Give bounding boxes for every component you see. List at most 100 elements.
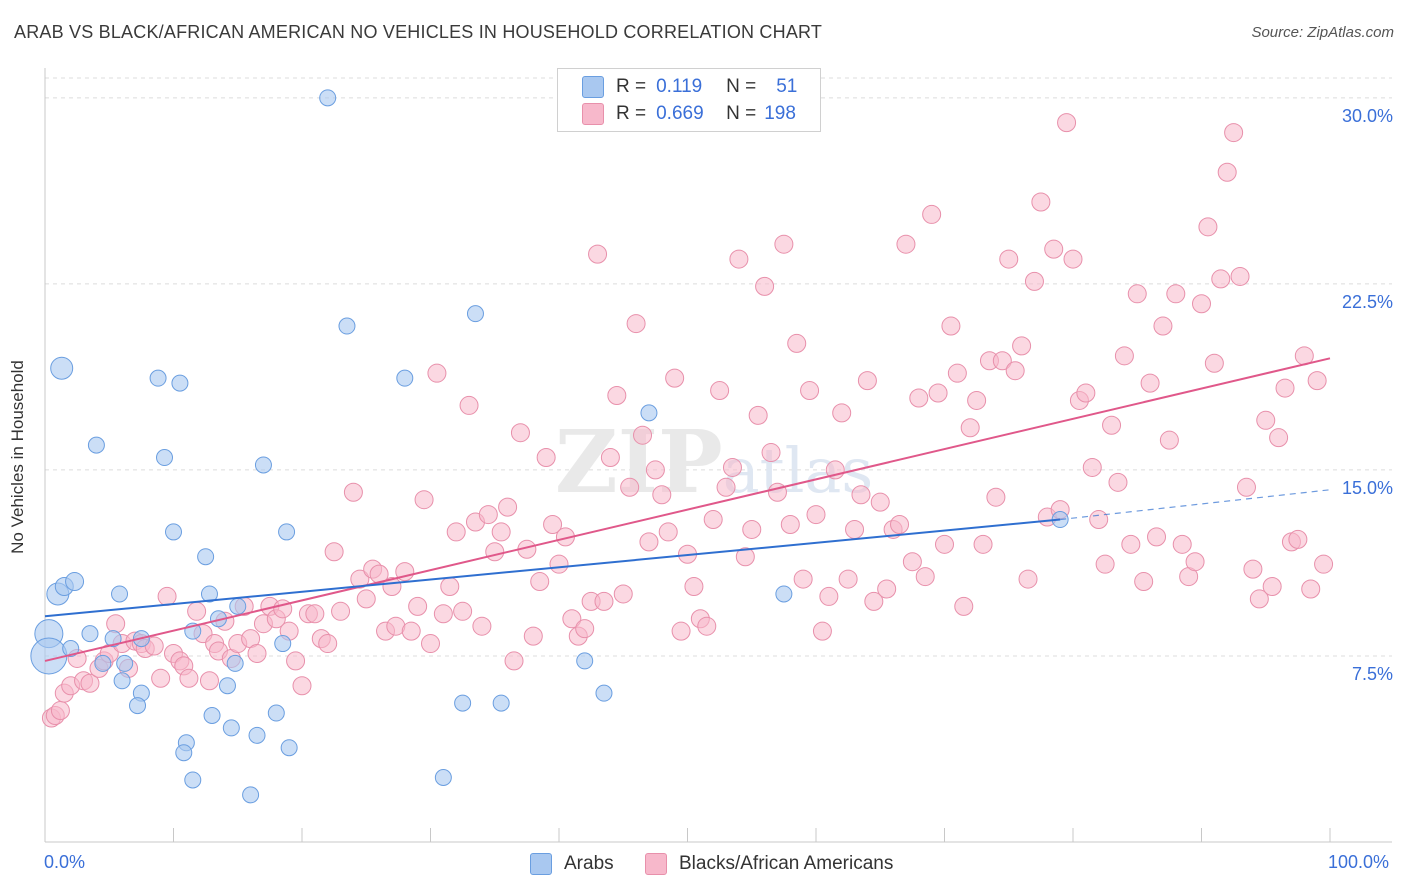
data-point-blacks [1307,371,1327,391]
data-point-blacks [793,569,813,589]
data-point-arabs [171,374,189,392]
data-point-blacks [440,577,460,597]
data-point-blacks [800,381,820,401]
data-point-blacks [199,671,219,691]
data-point-blacks [658,522,678,542]
data-point-blacks [755,276,775,296]
data-point-blacks [1044,239,1064,259]
data-point-blacks [1140,373,1160,393]
data-point-blacks [761,443,781,463]
data-point-blacks [890,514,910,534]
data-point-blacks [408,596,428,616]
data-point-blacks [819,586,839,606]
data-point-blacks [510,423,530,443]
data-point-blacks [645,460,665,480]
data-point-arabs [278,523,296,541]
data-point-blacks [292,676,312,696]
data-point-blacks [735,547,755,567]
data-point-blacks [588,244,608,264]
data-point-arabs [87,436,105,454]
data-point-blacks [986,487,1006,507]
data-point-arabs [94,654,112,672]
data-point-arabs [30,637,68,675]
data-point-blacks [1243,559,1263,579]
data-point-blacks [780,514,800,534]
data-point-blacks [857,371,877,391]
data-point-blacks [1269,428,1289,448]
data-point-blacks [1192,294,1211,314]
data-point-blacks [922,204,942,224]
data-point-blacks [620,477,640,497]
data-point-blacks [1108,472,1128,492]
legend-r-label: R = [616,76,647,97]
data-point-blacks [1147,527,1167,547]
data-point-blacks [318,634,338,654]
data-point-blacks [536,448,556,468]
data-point-blacks [594,591,614,611]
data-point-blacks [1102,415,1122,435]
data-point-blacks [877,579,897,599]
data-point-arabs [595,684,613,702]
data-point-arabs [184,771,202,789]
data-point-blacks [1185,552,1205,572]
data-point-blacks [864,591,884,611]
data-point-blacks [446,522,466,542]
data-point-blacks [851,485,871,505]
data-point-blacks [909,388,929,408]
bottom-legend-blacks: Blacks/African Americans [645,852,893,876]
data-point-arabs [62,640,80,658]
data-point-blacks [1121,534,1141,554]
data-point-blacks [491,522,511,542]
data-point-arabs [254,456,272,474]
trend-lines [44,357,1331,662]
data-point-blacks [607,386,627,406]
data-point-blacks [845,519,865,539]
data-point-arabs [434,769,452,787]
data-point-blacks [1262,577,1282,597]
data-point-blacks [1057,113,1077,133]
data-point-arabs [116,654,134,672]
data-point-arabs [156,449,174,467]
data-point-arabs [274,635,292,653]
data-point-arabs [229,597,247,615]
data-point-blacks [1204,353,1224,373]
watermark-text: ZIPatlas [555,412,873,513]
data-point-arabs [466,305,484,323]
data-point-blacks [530,572,550,592]
data-point-blacks [1076,383,1096,403]
data-point-blacks [1288,529,1308,549]
data-point-blacks [1095,554,1115,574]
legend-r-value: 0.669 [656,103,704,124]
data-point-blacks [716,477,736,497]
data-point-arabs [280,739,298,757]
x-tick-min: 0.0% [44,852,86,872]
data-point-blacks [1224,123,1244,143]
series-blacks-african-americans [41,113,1334,728]
data-point-blacks [1166,284,1186,304]
data-point-blacks [973,534,993,554]
bottom-legend-swatch-blacks [645,853,667,875]
y-tick-label: 30.0% [1341,105,1393,126]
watermark: ZIPatlas [555,412,873,513]
data-point-blacks [80,673,100,693]
data-point-blacks [343,482,363,502]
data-point-blacks [613,584,633,604]
data-point-blacks [960,418,980,438]
data-point-arabs [640,404,658,422]
data-point-blacks [1256,410,1276,430]
data-point-arabs [175,744,193,762]
data-point-blacks [941,316,961,336]
legend-n-label: N = [726,76,757,97]
data-point-blacks [967,390,987,410]
legend-swatch-blacks [582,103,604,125]
series-arabs [30,89,1069,804]
data-point-blacks [1089,510,1109,530]
data-point-blacks [1275,378,1295,398]
data-point-blacks [633,425,653,445]
data-point-blacks [947,363,967,383]
data-point-blacks [1005,361,1025,381]
data-point-blacks [928,383,948,403]
data-point-blacks [549,554,569,574]
data-point-blacks [350,569,370,589]
data-point-blacks [179,668,199,688]
